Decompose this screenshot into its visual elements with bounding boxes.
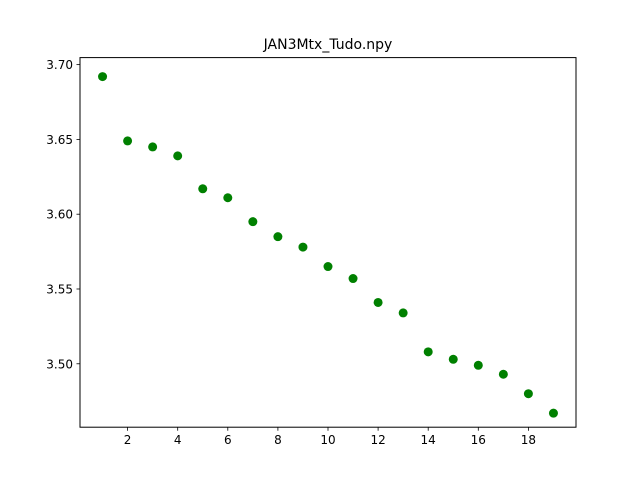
data-point [248, 217, 258, 227]
x-tick-label: 8 [274, 433, 282, 447]
y-tick-label: 3.55 [46, 282, 73, 296]
data-point [348, 274, 358, 284]
x-tick-label: 4 [174, 433, 182, 447]
data-point [523, 389, 533, 399]
y-tick-label: 3.65 [46, 133, 73, 147]
data-point [298, 242, 308, 252]
data-points [98, 72, 558, 418]
x-tick-label: 16 [471, 433, 486, 447]
y-tick-label: 3.70 [46, 58, 73, 72]
x-tick-label: 10 [320, 433, 335, 447]
data-point [498, 369, 508, 379]
y-tick-label: 3.60 [46, 208, 73, 222]
y-axis: 3.50 3.55 3.60 3.65 3.70 [46, 58, 80, 371]
data-point [123, 136, 133, 146]
data-point [223, 193, 233, 203]
y-tick-label: 3.50 [46, 357, 73, 371]
data-point [473, 360, 483, 370]
data-point [423, 347, 433, 357]
x-tick-label: 6 [224, 433, 232, 447]
x-tick-label: 2 [124, 433, 132, 447]
plot-frame [79, 57, 577, 428]
data-point [273, 232, 283, 242]
chart-title: JAN3Mtx_Tudo.npy [263, 37, 393, 53]
data-point [323, 262, 333, 272]
data-point [548, 408, 558, 418]
x-tick-label: 12 [370, 433, 385, 447]
x-tick-label: 18 [521, 433, 536, 447]
data-point [198, 184, 208, 194]
data-point [373, 297, 383, 307]
data-point [148, 142, 158, 152]
data-point [173, 151, 183, 161]
data-point [398, 308, 408, 318]
data-point [448, 354, 458, 364]
x-tick-label: 14 [421, 433, 436, 447]
data-point [98, 72, 108, 82]
x-axis: 2 4 6 8 10 12 14 16 18 [124, 427, 536, 447]
